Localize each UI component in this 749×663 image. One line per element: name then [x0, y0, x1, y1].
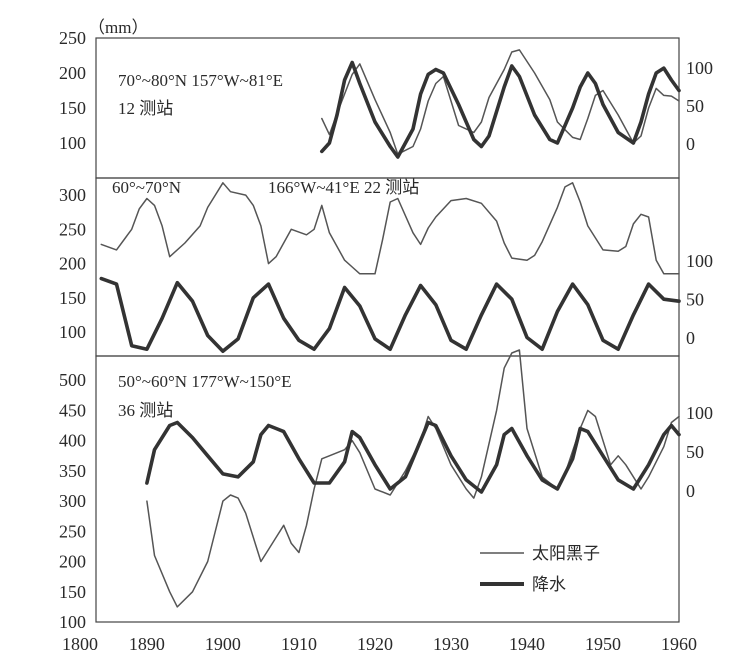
panel-2-frame [95, 177, 680, 357]
x-tick-label: 1940 [509, 634, 545, 654]
series-line-precip [319, 60, 681, 159]
series-line-precip [99, 276, 681, 354]
x-tick-label: 1910 [281, 634, 317, 654]
x-tick-label: 1930 [433, 634, 469, 654]
unit-label: （mm） [88, 18, 148, 37]
left-tick-label: 150 [59, 98, 86, 118]
legend-sunspot-label: 太阳黑子 [532, 544, 600, 563]
left-tick-label: 450 [59, 400, 86, 420]
left-tick-label: 250 [59, 28, 86, 48]
left-tick-label: 300 [59, 491, 86, 511]
x-tick-label: 1890 [129, 634, 165, 654]
left-tick-label: 200 [59, 254, 86, 274]
x-tick-label: 1920 [357, 634, 393, 654]
left-tick-label: 300 [59, 185, 86, 205]
panel-2-title-line1: 60°~70°N [112, 178, 181, 197]
right-tick-label: 50 [686, 290, 704, 310]
right-tick-label: 100 [686, 58, 713, 78]
left-tick-label: 400 [59, 431, 86, 451]
x-tick-label: 1800 [62, 634, 98, 654]
left-tick-label: 350 [59, 461, 86, 481]
panel-1-title-line2: 12 测站 [118, 99, 173, 118]
panel-3-frame [95, 355, 680, 623]
panel-3-title-line1: 50°~60°N 177°W~150°E [118, 372, 292, 391]
left-tick-label: 150 [59, 288, 86, 308]
left-tick-label: 100 [59, 133, 86, 153]
right-tick-label: 0 [686, 481, 695, 501]
left-tick-label: 100 [59, 612, 86, 632]
panel-3-title-line2: 36 测站 [118, 401, 173, 420]
right-tick-label: 100 [686, 403, 713, 423]
left-tick-label: 250 [59, 219, 86, 239]
right-tick-label: 0 [686, 134, 695, 154]
right-tick-label: 50 [686, 442, 704, 462]
legend-precip-label: 降水 [532, 575, 566, 594]
x-tick-label: 1900 [205, 634, 241, 654]
right-tick-label: 0 [686, 328, 695, 348]
series-line-precip [145, 420, 681, 494]
series-line-sunspot [100, 182, 680, 275]
right-tick-label: 100 [686, 251, 713, 271]
left-tick-label: 500 [59, 370, 86, 390]
right-tick-label: 50 [686, 96, 704, 116]
left-tick-label: 100 [59, 322, 86, 342]
left-tick-label: 150 [59, 582, 86, 602]
panel-1-title-line1: 70°~80°N 157°W~81°E [118, 71, 283, 90]
x-tick-label: 1960 [661, 634, 697, 654]
left-tick-label: 250 [59, 521, 86, 541]
left-tick-label: 200 [59, 552, 86, 572]
panel-2-title-line2: 166°W~41°E 22 测站 [268, 178, 419, 197]
left-tick-label: 200 [59, 63, 86, 83]
x-tick-label: 1950 [585, 634, 621, 654]
